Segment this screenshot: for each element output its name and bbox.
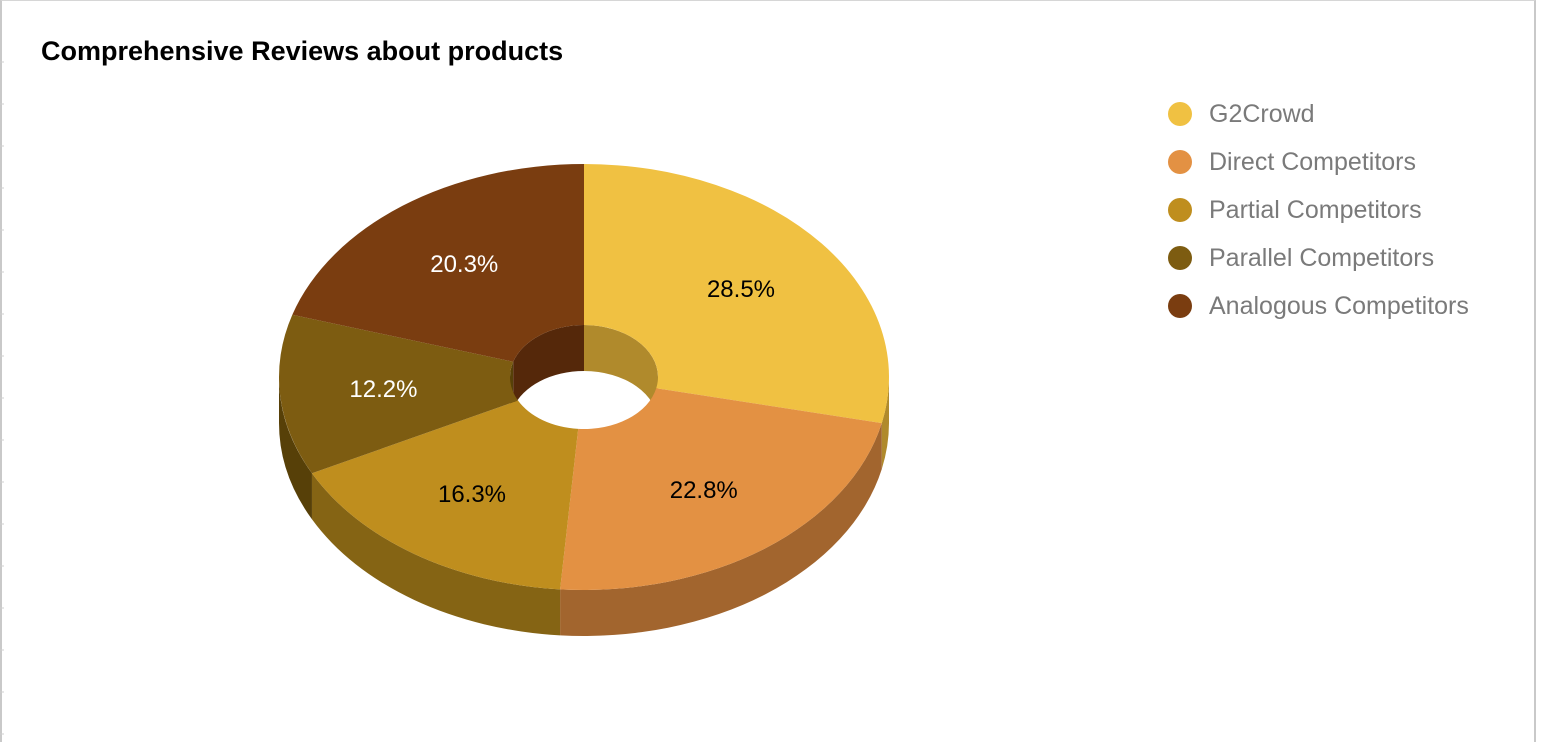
legend-swatch-direct-competitors (1168, 150, 1192, 174)
chart-title: Comprehensive Reviews about products (41, 36, 564, 66)
slice-label-parallel-competitors: 12.2% (349, 376, 417, 403)
hole-wall-analogous-competitors (513, 325, 584, 408)
legend-label-g2crowd: G2Crowd (1209, 99, 1315, 128)
legend-label-partial-competitors: Partial Competitors (1209, 195, 1422, 224)
donut-chart: 28.5% 22.8% 16.3% 12.2% 20.3% (279, 164, 889, 636)
slice-parallel-competitors (279, 314, 518, 474)
side-wall-g2crowd (881, 377, 889, 470)
slice-direct-competitors (560, 388, 882, 590)
legend-item-parallel-competitors[interactable]: Parallel Competitors (1168, 234, 1469, 282)
legend-swatch-partial-competitors (1168, 198, 1192, 222)
chart-legend: G2Crowd Direct Competitors Partial Compe… (1168, 90, 1469, 330)
side-wall-parallel-competitors (279, 377, 312, 520)
slice-label-direct-competitors: 22.8% (670, 477, 738, 504)
slice-label-analogous-competitors: 20.3% (430, 251, 498, 278)
donut-side-walls (279, 377, 889, 636)
legend-item-analogous-competitors[interactable]: Analogous Competitors (1168, 282, 1469, 330)
legend-item-g2crowd[interactable]: G2Crowd (1168, 90, 1469, 138)
hole-wall-g2crowd (584, 325, 658, 423)
side-wall-direct-competitors (560, 423, 882, 636)
slice-label-g2crowd: 28.5% (707, 276, 775, 303)
legend-label-direct-competitors: Direct Competitors (1209, 147, 1416, 176)
slice-labels: 28.5% 22.8% 16.3% 12.2% 20.3% (349, 251, 775, 508)
legend-item-direct-competitors[interactable]: Direct Competitors (1168, 138, 1469, 186)
legend-item-partial-competitors[interactable]: Partial Competitors (1168, 186, 1469, 234)
legend-label-parallel-competitors: Parallel Competitors (1209, 243, 1435, 272)
legend-swatch-g2crowd (1168, 102, 1192, 126)
left-edge-ticks (0, 61, 4, 735)
legend-swatch-parallel-competitors (1168, 246, 1192, 270)
slice-g2crowd (584, 164, 889, 424)
side-wall-partial-competitors (311, 473, 561, 636)
slice-partial-competitors (311, 400, 579, 590)
legend-swatch-analogous-competitors (1168, 294, 1192, 318)
legend-label-analogous-competitors: Analogous Competitors (1209, 291, 1469, 320)
slice-label-partial-competitors: 16.3% (438, 481, 506, 508)
donut-top-faces (279, 164, 889, 590)
slice-analogous-competitors (292, 164, 584, 362)
